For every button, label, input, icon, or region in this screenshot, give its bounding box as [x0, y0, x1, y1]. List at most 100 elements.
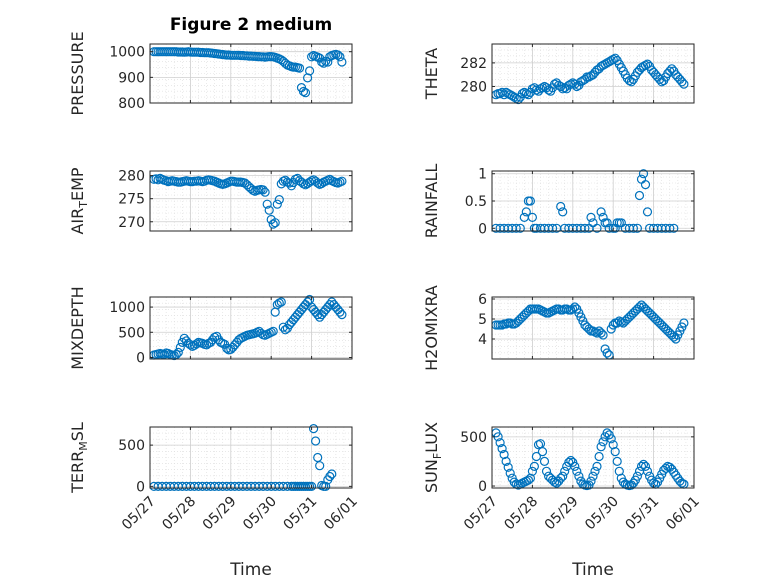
x-tick-label: 05/31: [623, 494, 663, 534]
axes-box: [491, 296, 695, 360]
data-point: [505, 468, 515, 478]
axes-box: [491, 426, 695, 489]
data-point: [586, 476, 596, 486]
y-tick-label: 0: [136, 479, 145, 495]
data-point: [598, 330, 608, 340]
x-tick-label: 05/27: [119, 494, 159, 534]
data-point: [602, 348, 612, 358]
data-point: [594, 451, 604, 462]
y-tick-label: 270: [118, 215, 145, 231]
axes-box: [149, 170, 353, 232]
data-point: [537, 83, 548, 93]
data-point: [511, 223, 521, 233]
axes-box: [149, 43, 353, 104]
axes-box: [149, 296, 353, 360]
data-point: [317, 57, 327, 67]
data-point: [527, 466, 538, 476]
data-point: [521, 88, 531, 99]
axes-box: [149, 426, 353, 489]
y-axis-label: TERRMSL: [68, 422, 90, 494]
data-point: [321, 481, 331, 491]
data-point: [515, 223, 525, 233]
data-point: [313, 310, 323, 320]
y-tick-label: 1000: [109, 300, 145, 316]
x-tick-label: 05/28: [501, 494, 541, 534]
data-point: [592, 328, 602, 338]
y-axis-label: PRESSURE: [68, 31, 87, 115]
data-point: [537, 447, 548, 457]
data-point: [501, 456, 511, 466]
y-tick-label: 0: [478, 479, 487, 495]
data-point: [602, 218, 612, 228]
data-point: [547, 223, 558, 233]
data-point: [325, 471, 335, 482]
data-point: [610, 447, 620, 457]
data-point: [596, 207, 606, 217]
axes-box: [491, 43, 695, 104]
data-point: [558, 471, 568, 481]
y-tick-label: 900: [118, 70, 145, 86]
data-point: [525, 473, 536, 483]
data-point: [499, 449, 509, 460]
subplot-pressure: 800 900 1000 PRESSURE: [68, 31, 353, 116]
data-point: [260, 187, 270, 197]
data-point: [268, 219, 278, 229]
x-tick-label: 05/29: [200, 494, 240, 534]
subplot-rainfall: 0 0.5 1 RAINFALL: [422, 164, 695, 239]
data-point: [274, 195, 284, 205]
x-tick-label: 05/29: [542, 494, 582, 534]
data-point: [669, 223, 679, 233]
y-tick-label: 4: [478, 332, 487, 348]
data-point: [309, 424, 319, 434]
y-axis-label: H2OMIXRA: [422, 285, 441, 371]
data-point: [665, 223, 675, 233]
x-axis-label-left: Time: [229, 560, 272, 580]
data-point: [592, 223, 602, 233]
data-point: [523, 475, 534, 485]
data-point: [294, 63, 305, 73]
data-point: [598, 437, 608, 447]
x-tick-label: 06/01: [663, 494, 703, 534]
y-tick-label: 275: [118, 192, 145, 208]
y-axis-label: AIRTEMP: [68, 167, 90, 234]
data-point: [558, 207, 568, 217]
data-point: [327, 469, 337, 479]
data-point: [337, 176, 347, 186]
subplot-air_temp: 270 275 280 AIRTEMP: [68, 167, 353, 235]
data-point: [632, 471, 643, 481]
data-point: [175, 342, 185, 352]
data-point: [679, 318, 689, 328]
data-point: [333, 50, 343, 60]
data-point: [640, 461, 651, 471]
data-point: [527, 212, 538, 222]
x-tick-label: 05/31: [281, 494, 321, 534]
data-point: [495, 438, 505, 448]
y-tick-label: 0: [136, 350, 145, 366]
data-point: [272, 199, 282, 209]
data-point: [638, 169, 649, 179]
y-tick-label: 500: [118, 438, 145, 454]
data-point: [258, 185, 268, 195]
data-point: [300, 88, 311, 98]
data-point: [497, 87, 507, 98]
data-point: [323, 57, 333, 67]
data-point: [276, 297, 286, 307]
data-point: [298, 86, 309, 97]
x-axis-label-right: Time: [571, 560, 614, 580]
data-point: [525, 196, 536, 206]
data-point: [521, 207, 531, 217]
data-point: [222, 343, 232, 353]
y-axis-label: RAINFALL: [422, 164, 441, 239]
x-tick-label: 05/27: [461, 494, 501, 534]
y-tick-label: 0.5: [465, 194, 487, 210]
y-tick-label: 800: [118, 96, 145, 112]
data-point: [588, 471, 598, 481]
x-tick-label: 06/01: [321, 494, 361, 534]
data-point: [570, 79, 580, 89]
data-point: [313, 452, 323, 463]
data-point: [632, 223, 643, 233]
data-point: [608, 54, 618, 64]
x-tick-label: 05/30: [582, 494, 622, 534]
